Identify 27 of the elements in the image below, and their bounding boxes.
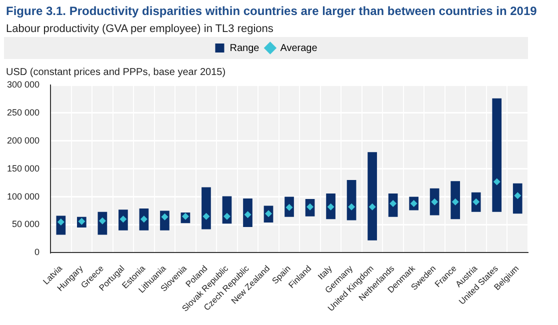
point xyxy=(368,203,376,210)
bar xyxy=(202,187,211,230)
bar xyxy=(492,98,502,212)
bar xyxy=(243,198,252,227)
bar xyxy=(512,183,522,214)
point xyxy=(223,212,230,220)
bar xyxy=(346,180,356,220)
y-tick-label: 150 000 xyxy=(6,163,40,174)
point xyxy=(452,198,459,206)
bar xyxy=(430,188,440,216)
chart-title: Figure 3.1. Productivity disparities within countries are larger than between countries in 2019 xyxy=(6,4,538,18)
y-tick-label: 100 000 xyxy=(6,191,40,202)
y-tick-label: 50 000 xyxy=(12,219,40,230)
y-tick-label: 250 000 xyxy=(6,107,40,118)
y-axis-title: USD (constant prices and PPPs, base year 2015) xyxy=(6,66,226,78)
bar xyxy=(450,181,460,220)
point xyxy=(493,178,500,186)
point xyxy=(202,212,210,220)
y-tick-label: 200 000 xyxy=(6,135,40,146)
point xyxy=(348,203,356,210)
y-tick-label: 0 xyxy=(34,247,40,258)
y-tick-label: 300 000 xyxy=(6,79,40,90)
chart-subtitle: Labour productivity (GVA per employee) in TL3 regions xyxy=(6,23,274,35)
bar xyxy=(368,152,377,240)
legend-label: Range xyxy=(230,42,260,54)
legend-label: Average xyxy=(280,42,318,54)
point xyxy=(514,192,522,200)
